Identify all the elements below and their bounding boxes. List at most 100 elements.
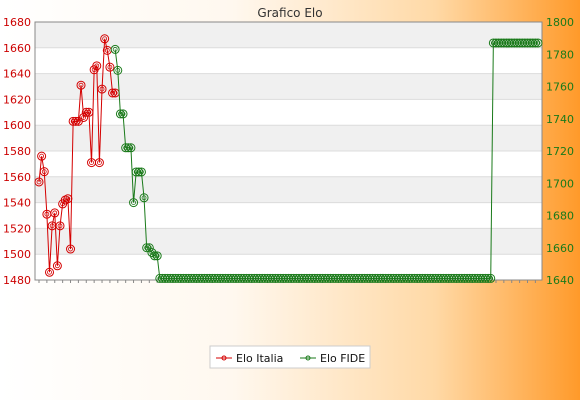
data-point-inner <box>375 275 381 281</box>
data-point-inner <box>299 275 305 281</box>
data-point <box>530 38 540 48</box>
data-point-inner <box>475 275 480 281</box>
data-point-inner <box>378 275 383 281</box>
data-point-inner <box>433 275 438 281</box>
data-point <box>105 62 115 72</box>
data-point-inner <box>194 275 199 281</box>
left-y-tick-label: 1540 <box>3 197 31 210</box>
data-point <box>108 88 118 98</box>
data-point-inner <box>480 275 486 281</box>
data-point <box>92 61 102 71</box>
data-point-inner <box>265 275 270 281</box>
data-point-inner <box>349 275 354 281</box>
data-point-inner <box>483 275 488 281</box>
data-point-inner <box>120 111 126 117</box>
data-point-inner <box>165 275 171 281</box>
data-point-inner <box>301 275 307 281</box>
data-point-inner <box>70 118 76 124</box>
data-point-inner <box>417 275 423 281</box>
data-point-inner <box>104 47 110 53</box>
data-point-inner <box>454 275 459 281</box>
data-point-inner <box>36 179 42 185</box>
data-point-inner <box>380 275 386 281</box>
right-y-tick-label: 1740 <box>546 113 574 126</box>
data-point <box>142 243 152 253</box>
left-y-tick-label: 1520 <box>3 222 31 235</box>
data-point-inner <box>333 275 339 281</box>
legend: Elo Italia Elo FIDE <box>209 345 371 369</box>
data-point-inner <box>367 275 373 281</box>
data-point-inner <box>532 40 538 46</box>
data-point <box>144 243 154 253</box>
data-point-inner <box>430 275 436 281</box>
left-y-tick-label: 1560 <box>3 171 31 184</box>
data-point-inner <box>325 275 331 281</box>
data-point-inner <box>115 67 121 73</box>
data-point-inner <box>215 275 220 281</box>
data-point <box>139 193 149 203</box>
data-point-inner <box>296 275 302 281</box>
data-point-inner <box>388 275 394 281</box>
legend-marker-elo-italia <box>221 355 227 361</box>
data-point-inner <box>462 275 467 281</box>
data-point <box>97 84 107 94</box>
data-point-inner <box>246 275 252 281</box>
right-y-tick-label: 1700 <box>546 177 574 190</box>
data-point <box>55 221 65 231</box>
data-point-inner <box>320 275 326 281</box>
data-point-inner <box>173 275 178 281</box>
data-point-inner <box>141 195 147 201</box>
data-point <box>84 107 94 117</box>
data-point-inner <box>170 275 176 281</box>
data-point <box>94 158 104 168</box>
data-point-inner <box>328 275 333 281</box>
data-point-inner <box>154 253 160 259</box>
data-point-inner <box>370 275 375 281</box>
data-point-inner <box>341 275 347 281</box>
data-point <box>152 251 162 261</box>
data-point-inner <box>236 275 242 281</box>
data-point-inner <box>244 275 249 281</box>
data-point-inner <box>152 253 157 259</box>
data-point-inner <box>322 275 328 281</box>
data-point-inner <box>139 169 144 175</box>
data-point <box>79 112 89 122</box>
grid-band <box>35 176 542 203</box>
data-point <box>123 143 133 153</box>
data-point-inner <box>517 40 523 46</box>
data-point-inner <box>412 275 417 281</box>
data-point-inner <box>57 223 63 229</box>
data-point-inner <box>41 169 47 175</box>
data-point-inner <box>188 275 194 281</box>
data-point-inner <box>283 275 289 281</box>
data-point-inner <box>144 245 150 251</box>
data-point-inner <box>535 40 541 46</box>
data-point <box>34 177 44 187</box>
data-point <box>113 65 123 75</box>
data-point-inner <box>441 275 446 281</box>
data-point-inner <box>278 275 284 281</box>
data-point <box>480 273 490 283</box>
data-point-inner <box>420 275 425 281</box>
data-point-inner <box>456 275 462 281</box>
data-point-inner <box>314 275 320 281</box>
data-point-inner <box>317 275 323 281</box>
left-y-tick-label: 1640 <box>3 68 31 81</box>
right-y-tick-label: 1680 <box>546 210 574 223</box>
data-point-inner <box>160 275 165 281</box>
data-point-inner <box>485 275 491 281</box>
data-point-inner <box>68 246 73 252</box>
legend-label-elo-italia: Elo Italia <box>236 352 283 365</box>
data-point-inner <box>293 275 299 281</box>
data-point-inner <box>446 275 452 281</box>
data-point-inner <box>406 275 412 281</box>
data-point-inner <box>162 275 168 281</box>
data-point-inner <box>44 211 50 217</box>
data-point <box>39 167 49 177</box>
data-point-inner <box>346 275 352 281</box>
data-point-inner <box>97 160 102 166</box>
data-point-inner <box>506 40 512 46</box>
data-point-inner <box>251 275 257 281</box>
data-point <box>76 80 86 90</box>
